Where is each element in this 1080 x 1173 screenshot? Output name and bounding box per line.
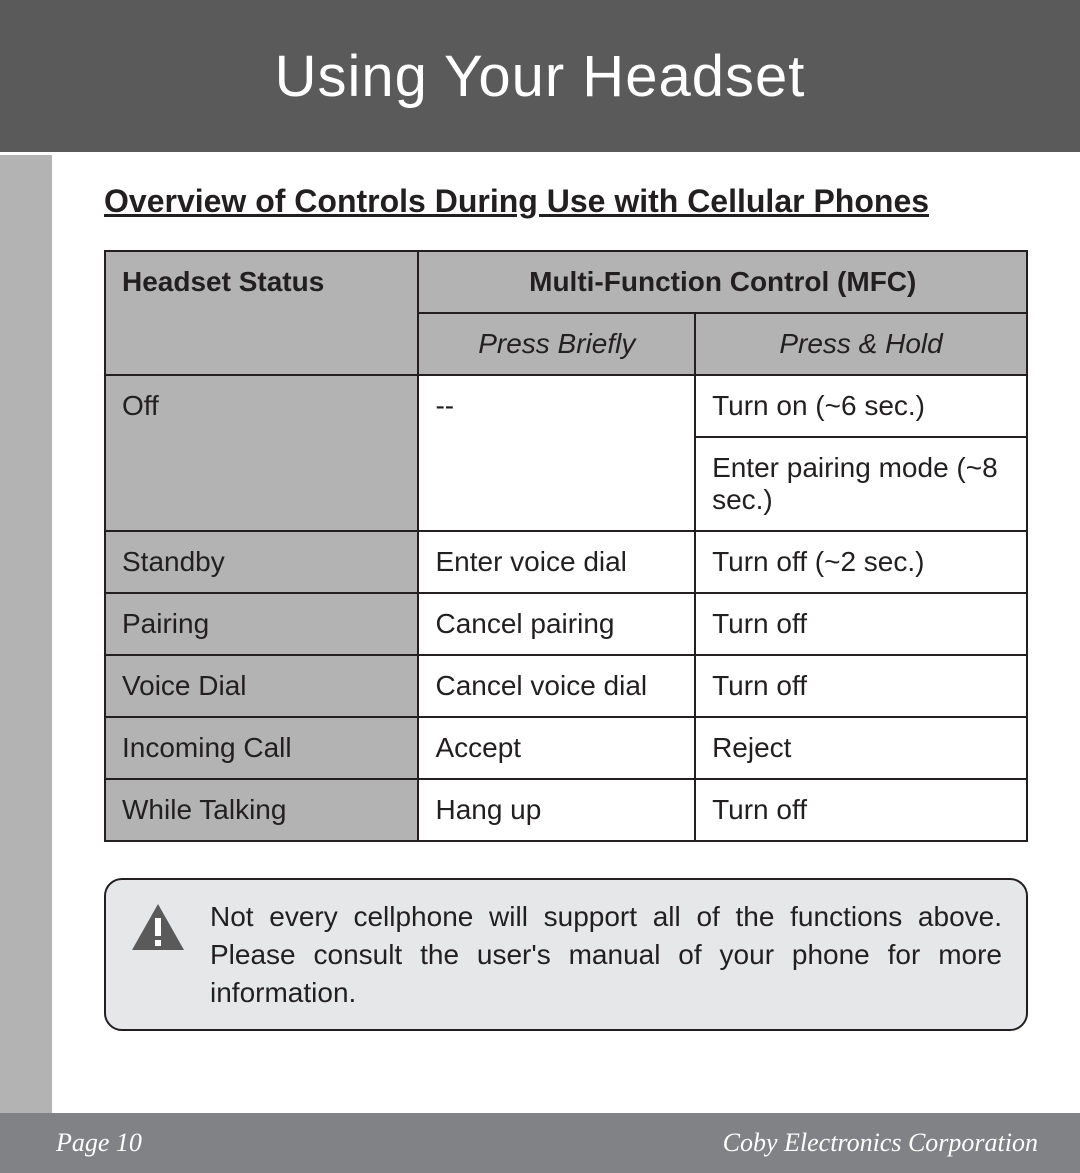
cell-hold: Turn off (~2 sec.)	[695, 531, 1027, 593]
col-subheader-brief: Press Briefly	[418, 313, 695, 375]
cell-hold: Turn off	[695, 593, 1027, 655]
table-row: Standby Enter voice dial Turn off (~2 se…	[105, 531, 1027, 593]
cell-hold: Enter pairing mode (~8 sec.)	[695, 437, 1027, 531]
cell-status: While Talking	[105, 779, 418, 841]
section-subtitle: Overview of Controls During Use with Cel…	[104, 183, 1028, 220]
cell-status: Standby	[105, 531, 418, 593]
note-text: Not every cellphone will support all of …	[210, 898, 1002, 1011]
cell-status: Incoming Call	[105, 717, 418, 779]
footer-company: Coby Electronics Corporation	[723, 1128, 1038, 1158]
col-header-mfc: Multi-Function Control (MFC)	[418, 251, 1027, 313]
table-row: Incoming Call Accept Reject	[105, 717, 1027, 779]
footer-page: Page 10	[56, 1128, 142, 1158]
warning-icon	[130, 902, 186, 957]
cell-hold: Turn on (~6 sec.)	[695, 375, 1027, 437]
cell-status: Voice Dial	[105, 655, 418, 717]
controls-table: Headset Status Multi-Function Control (M…	[104, 250, 1028, 842]
cell-brief: Enter voice dial	[418, 531, 695, 593]
page-title: Using Your Headset	[275, 43, 806, 110]
cell-status: Off	[105, 375, 418, 531]
cell-brief: Cancel voice dial	[418, 655, 695, 717]
col-subheader-hold: Press & Hold	[695, 313, 1027, 375]
left-side-strip	[0, 0, 52, 1173]
table-header-row: Headset Status Multi-Function Control (M…	[105, 251, 1027, 313]
cell-hold: Turn off	[695, 655, 1027, 717]
table-row: Off -- Turn on (~6 sec.)	[105, 375, 1027, 437]
content-area: Overview of Controls During Use with Cel…	[52, 155, 1080, 1113]
cell-brief: Hang up	[418, 779, 695, 841]
cell-hold: Reject	[695, 717, 1027, 779]
note-box: Not every cellphone will support all of …	[104, 878, 1028, 1031]
cell-brief: Accept	[418, 717, 695, 779]
header-bar: Using Your Headset	[0, 0, 1080, 155]
footer-bar: Page 10 Coby Electronics Corporation	[0, 1113, 1080, 1173]
table-row: Pairing Cancel pairing Turn off	[105, 593, 1027, 655]
cell-hold: Turn off	[695, 779, 1027, 841]
cell-brief: Cancel pairing	[418, 593, 695, 655]
cell-brief: --	[418, 375, 695, 531]
page: Using Your Headset Overview of Controls …	[0, 0, 1080, 1173]
table-row: While Talking Hang up Turn off	[105, 779, 1027, 841]
table-row: Voice Dial Cancel voice dial Turn off	[105, 655, 1027, 717]
col-header-status: Headset Status	[105, 251, 418, 375]
cell-status: Pairing	[105, 593, 418, 655]
